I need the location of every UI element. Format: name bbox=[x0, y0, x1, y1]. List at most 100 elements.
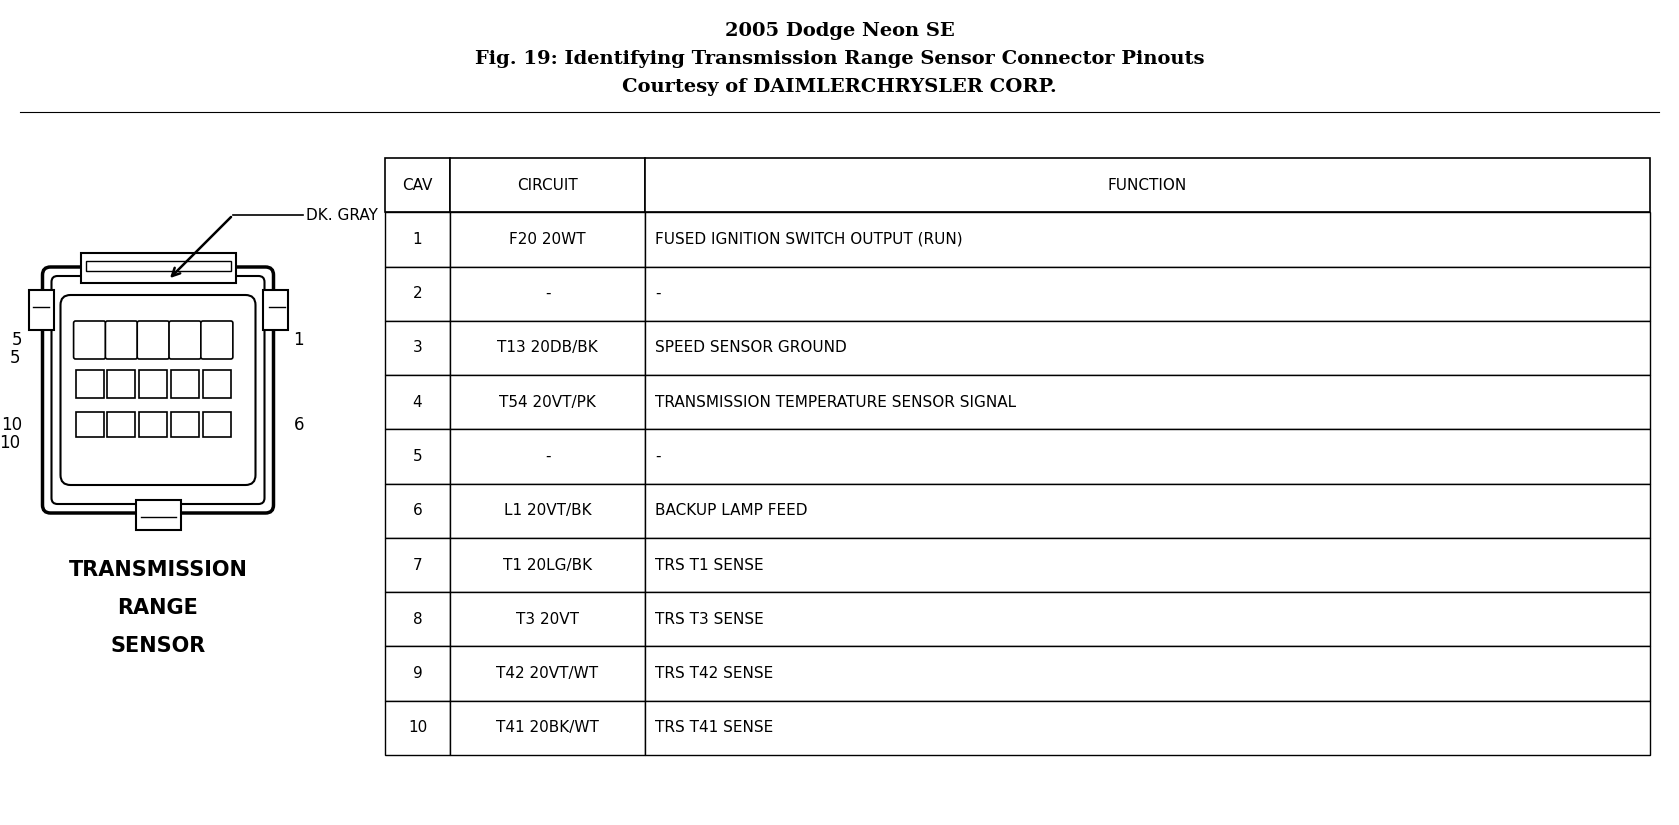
Bar bbox=[81, 253, 235, 283]
Bar bbox=[645, 212, 1650, 266]
FancyBboxPatch shape bbox=[201, 321, 233, 359]
Bar bbox=[645, 592, 1650, 647]
Bar bbox=[645, 483, 1650, 538]
Text: 9: 9 bbox=[413, 666, 423, 681]
Bar bbox=[384, 212, 450, 266]
Text: 5: 5 bbox=[10, 349, 20, 367]
Bar bbox=[384, 375, 450, 429]
Text: TRANSMISSION TEMPERATURE SENSOR SIGNAL: TRANSMISSION TEMPERATURE SENSOR SIGNAL bbox=[655, 394, 1016, 410]
Bar bbox=[86, 261, 230, 271]
Text: L1 20VT/BK: L1 20VT/BK bbox=[504, 503, 591, 518]
Bar bbox=[384, 429, 450, 483]
Bar bbox=[384, 483, 450, 538]
Bar bbox=[450, 321, 645, 375]
Text: SENSOR: SENSOR bbox=[111, 636, 205, 656]
Text: RANGE: RANGE bbox=[118, 598, 198, 618]
Text: 2005 Dodge Neon SE: 2005 Dodge Neon SE bbox=[725, 22, 954, 40]
Text: 8: 8 bbox=[413, 612, 423, 627]
Text: -: - bbox=[655, 286, 660, 301]
Text: 1: 1 bbox=[294, 331, 304, 349]
FancyBboxPatch shape bbox=[106, 321, 138, 359]
FancyBboxPatch shape bbox=[60, 295, 255, 485]
Bar bbox=[384, 266, 450, 321]
Text: 10: 10 bbox=[408, 720, 426, 735]
Text: 6: 6 bbox=[413, 503, 423, 518]
Bar bbox=[384, 538, 450, 592]
Text: Fig. 19: Identifying Transmission Range Sensor Connector Pinouts: Fig. 19: Identifying Transmission Range … bbox=[475, 50, 1204, 68]
Text: BACKUP LAMP FEED: BACKUP LAMP FEED bbox=[655, 503, 808, 518]
Bar bbox=[645, 700, 1650, 755]
Bar bbox=[76, 412, 104, 437]
Text: FUNCTION: FUNCTION bbox=[1108, 177, 1187, 192]
Text: T41 20BK/WT: T41 20BK/WT bbox=[495, 720, 599, 735]
Bar bbox=[450, 266, 645, 321]
Bar bbox=[384, 647, 450, 700]
Bar bbox=[136, 500, 181, 530]
Bar bbox=[139, 370, 168, 398]
Bar bbox=[450, 483, 645, 538]
Bar bbox=[450, 700, 645, 755]
Text: 5: 5 bbox=[12, 331, 22, 349]
Bar bbox=[29, 290, 54, 330]
Text: FUSED IGNITION SWITCH OUTPUT (RUN): FUSED IGNITION SWITCH OUTPUT (RUN) bbox=[655, 232, 962, 247]
Text: F20 20WT: F20 20WT bbox=[509, 232, 586, 247]
Text: TRS T1 SENSE: TRS T1 SENSE bbox=[655, 558, 764, 573]
Text: 10: 10 bbox=[0, 433, 20, 451]
Text: TRS T3 SENSE: TRS T3 SENSE bbox=[655, 612, 764, 627]
Bar bbox=[450, 592, 645, 647]
Text: 4: 4 bbox=[413, 394, 423, 410]
Bar bbox=[450, 429, 645, 483]
Text: -: - bbox=[655, 449, 660, 464]
Bar bbox=[76, 370, 104, 398]
FancyBboxPatch shape bbox=[74, 321, 106, 359]
Text: TRS T42 SENSE: TRS T42 SENSE bbox=[655, 666, 774, 681]
Text: T13 20DB/BK: T13 20DB/BK bbox=[497, 341, 598, 356]
Text: 1: 1 bbox=[413, 232, 423, 247]
Bar bbox=[645, 429, 1650, 483]
Bar bbox=[262, 290, 287, 330]
Text: CIRCUIT: CIRCUIT bbox=[517, 177, 578, 192]
Bar bbox=[203, 370, 232, 398]
Bar bbox=[203, 412, 232, 437]
Text: 3: 3 bbox=[413, 341, 423, 356]
FancyBboxPatch shape bbox=[138, 321, 170, 359]
Bar bbox=[384, 321, 450, 375]
Bar bbox=[645, 538, 1650, 592]
Text: T3 20VT: T3 20VT bbox=[515, 612, 579, 627]
Text: SPEED SENSOR GROUND: SPEED SENSOR GROUND bbox=[655, 341, 846, 356]
Bar bbox=[645, 266, 1650, 321]
Bar bbox=[450, 647, 645, 700]
Text: DK. GRAY: DK. GRAY bbox=[306, 208, 378, 223]
Text: T42 20VT/WT: T42 20VT/WT bbox=[497, 666, 598, 681]
Bar bbox=[450, 158, 645, 212]
Text: 5: 5 bbox=[413, 449, 423, 464]
Text: T1 20LG/BK: T1 20LG/BK bbox=[504, 558, 593, 573]
Bar bbox=[645, 158, 1650, 212]
Text: CAV: CAV bbox=[403, 177, 433, 192]
Bar bbox=[450, 538, 645, 592]
Bar bbox=[171, 370, 200, 398]
Text: -: - bbox=[544, 449, 551, 464]
FancyBboxPatch shape bbox=[52, 276, 265, 504]
Bar bbox=[171, 412, 200, 437]
Text: 6: 6 bbox=[294, 416, 304, 433]
FancyBboxPatch shape bbox=[170, 321, 201, 359]
Bar bbox=[645, 647, 1650, 700]
Text: Courtesy of DAIMLERCHRYSLER CORP.: Courtesy of DAIMLERCHRYSLER CORP. bbox=[623, 78, 1056, 96]
Bar bbox=[107, 412, 136, 437]
Text: TRS T41 SENSE: TRS T41 SENSE bbox=[655, 720, 774, 735]
Bar bbox=[107, 370, 136, 398]
Bar bbox=[450, 212, 645, 266]
Bar bbox=[645, 375, 1650, 429]
Bar bbox=[645, 321, 1650, 375]
Bar bbox=[384, 158, 450, 212]
Bar bbox=[139, 412, 168, 437]
Text: 2: 2 bbox=[413, 286, 423, 301]
Text: T54 20VT/PK: T54 20VT/PK bbox=[499, 394, 596, 410]
Bar bbox=[384, 592, 450, 647]
Text: TRANSMISSION: TRANSMISSION bbox=[69, 560, 247, 580]
Text: -: - bbox=[544, 286, 551, 301]
Bar bbox=[384, 700, 450, 755]
Text: 7: 7 bbox=[413, 558, 423, 573]
FancyBboxPatch shape bbox=[42, 267, 274, 513]
